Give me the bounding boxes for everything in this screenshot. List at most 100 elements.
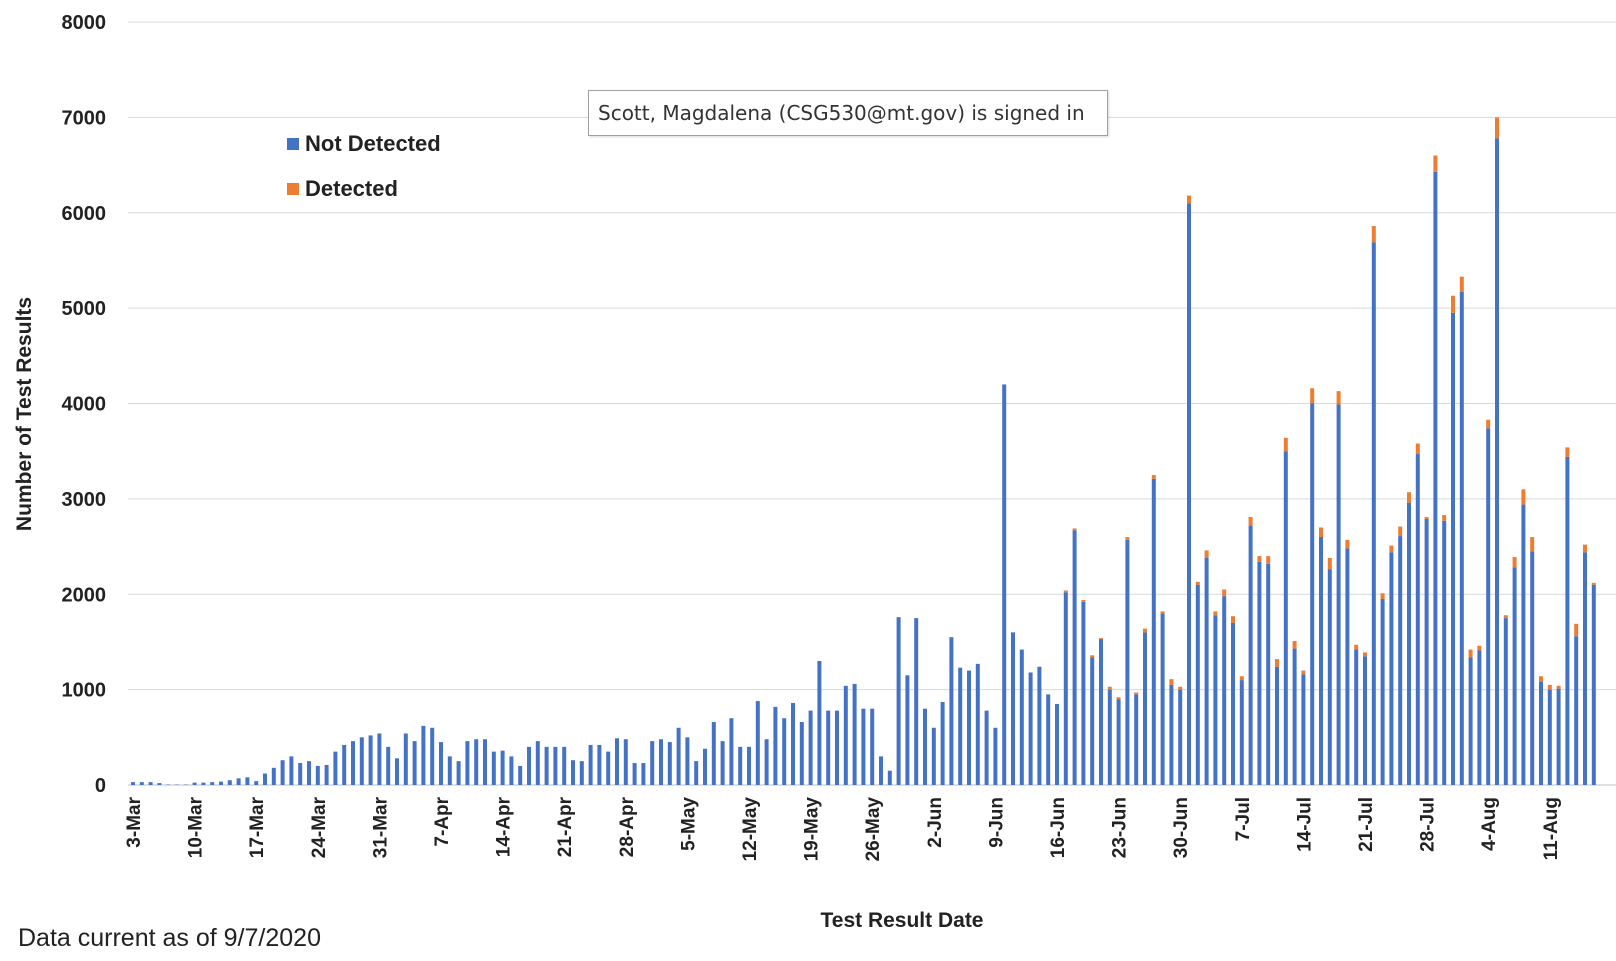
bar-not-detected	[782, 718, 787, 785]
bar-not-detected	[993, 727, 998, 785]
x-tick-label: 14-Apr	[494, 796, 515, 857]
bar-not-detected	[131, 782, 135, 785]
bar-detected	[1283, 437, 1288, 452]
bar-detected	[1169, 679, 1174, 685]
bar-detected	[1380, 593, 1385, 600]
bar-not-detected	[975, 663, 980, 785]
bar-detected	[1363, 652, 1367, 657]
bar-not-detected	[1380, 599, 1385, 785]
y-tick-label: 3000	[62, 489, 107, 511]
bar-not-detected	[870, 708, 875, 785]
bar-not-detected	[1459, 291, 1464, 785]
bar-not-detected	[377, 733, 382, 785]
bar-not-detected	[571, 760, 575, 785]
bar-not-detected	[474, 739, 479, 785]
bar-detected	[1398, 526, 1403, 537]
bar-not-detected	[791, 702, 795, 785]
bar-not-detected	[386, 746, 391, 785]
x-tick-label: 10-Mar	[186, 796, 207, 858]
bar-not-detected	[280, 760, 285, 785]
bar-not-detected	[1063, 592, 1068, 785]
bar-not-detected	[1213, 615, 1218, 785]
bar-not-detected	[1195, 584, 1200, 785]
bar-not-detected	[1433, 171, 1438, 785]
bar-detected	[1556, 685, 1561, 689]
y-tick-label: 0	[95, 775, 106, 797]
bar-detected	[1583, 544, 1587, 553]
bar-detected	[1468, 649, 1473, 658]
bar-detected	[1143, 628, 1147, 633]
bar-not-detected	[1530, 551, 1535, 785]
bar-detected	[1486, 419, 1491, 429]
bar-not-detected	[1266, 563, 1271, 785]
bar-not-detected	[1319, 537, 1323, 785]
bar-not-detected	[1257, 561, 1262, 785]
bar-detected	[1591, 582, 1596, 585]
bar-not-detected	[896, 617, 901, 785]
bar-not-detected	[544, 746, 549, 785]
bar-not-detected	[923, 708, 927, 785]
bar-not-detected	[148, 782, 153, 785]
legend-swatch-not-detected	[287, 138, 299, 150]
bar-not-detected	[650, 741, 655, 785]
bar-not-detected	[799, 722, 804, 785]
bar-detected	[1327, 558, 1332, 570]
x-tick-label: 16-Jun	[1048, 797, 1069, 858]
x-tick-label: 30-Jun	[1171, 797, 1192, 858]
bar-not-detected	[1002, 384, 1007, 785]
bar-detected	[1151, 475, 1156, 479]
x-tick-label: 28-Jul	[1418, 797, 1439, 852]
bar-detected	[1231, 616, 1235, 623]
x-axis-label: Test Result Date	[821, 909, 984, 932]
bar-not-detected	[1160, 613, 1165, 785]
legend-label-detected: Detected	[305, 176, 398, 201]
y-axis-label: Number of Test Results	[13, 297, 36, 531]
bar-not-detected	[703, 748, 707, 785]
bar-not-detected	[852, 683, 857, 785]
bar-not-detected	[271, 767, 276, 785]
bar-not-detected	[694, 761, 699, 785]
bar-not-detected	[1134, 694, 1139, 785]
bar-not-detected	[483, 739, 487, 785]
bar-not-detected	[755, 701, 760, 785]
bar-not-detected	[535, 741, 540, 785]
bar-not-detected	[298, 763, 303, 785]
bar-detected	[1292, 640, 1297, 649]
bar-not-detected	[1301, 674, 1306, 785]
bar-not-detected	[1539, 681, 1543, 785]
bar-detected	[1477, 645, 1482, 651]
bar-not-detected	[1292, 648, 1297, 785]
bar-not-detected	[685, 737, 690, 785]
x-tick-label: 3-Mar	[124, 796, 145, 847]
bar-not-detected	[1231, 622, 1235, 785]
bar-not-detected	[1363, 656, 1367, 785]
bar-not-detected	[192, 782, 197, 785]
bar-not-detected	[1389, 552, 1394, 785]
bar-not-detected	[1055, 703, 1059, 785]
signed-in-tooltip: Scott, Magdalena (CSG530@mt.gov) is sign…	[588, 90, 1108, 136]
legend-swatch-detected	[287, 183, 299, 195]
bar-detected	[1407, 492, 1411, 503]
bar-not-detected	[1442, 520, 1447, 785]
bar-not-detected	[1204, 558, 1209, 785]
bar-not-detected	[1547, 689, 1552, 785]
bar-not-detected	[1107, 689, 1112, 785]
bar-not-detected	[1037, 666, 1042, 785]
x-tick-label: 9-Jun	[986, 797, 1007, 848]
bar-not-detected	[1451, 312, 1455, 785]
x-tick-label: 21-Apr	[555, 796, 576, 857]
bar-not-detected	[227, 780, 232, 785]
bar-not-detected	[861, 708, 866, 785]
bar-detected	[1310, 388, 1315, 404]
bar-detected	[1512, 557, 1517, 568]
bar-not-detected	[509, 756, 514, 785]
bar-not-detected	[1424, 518, 1429, 785]
bar-detected	[1539, 676, 1543, 682]
bar-not-detected	[676, 727, 681, 785]
bar-not-detected	[368, 735, 373, 785]
bar-not-detected	[606, 751, 611, 785]
bar-detected	[1204, 550, 1209, 559]
bar-detected	[1195, 581, 1200, 585]
bar-detected	[1134, 692, 1139, 695]
